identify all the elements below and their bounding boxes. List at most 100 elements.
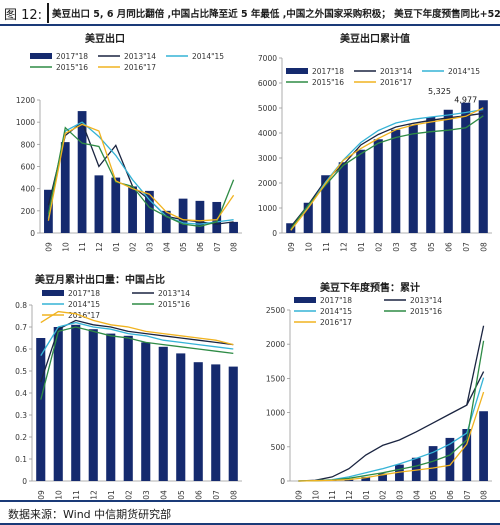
series-line — [298, 391, 485, 482]
y-tick-label: 0 — [272, 229, 277, 238]
bar — [212, 201, 222, 233]
bar — [373, 139, 383, 233]
series-line — [290, 112, 484, 228]
x-tick-label: 06 — [194, 490, 203, 500]
y-tick-label: 5000 — [258, 104, 277, 113]
bar — [128, 186, 137, 233]
legend-label: 2017"18 — [68, 289, 100, 298]
y-tick-label: 0.4 — [15, 389, 27, 398]
x-tick-label: 07 — [212, 490, 221, 500]
bar — [71, 324, 81, 481]
bar — [461, 102, 471, 233]
y-tick-label: 0 — [22, 477, 27, 486]
x-tick-label: 10 — [61, 242, 70, 252]
chart-next-year-presales: 美豆下年度预售：累计 2017"18 2013"14 2014"15 2015"16 20… — [266, 281, 492, 500]
bar — [193, 362, 203, 481]
legend-label: 2014"15 — [448, 67, 480, 76]
series-line — [47, 126, 235, 227]
y-tick-label: 0.5 — [15, 367, 27, 376]
x-tick-label: 10 — [311, 490, 320, 500]
bar — [462, 429, 472, 481]
x-tick-label: 11 — [78, 242, 87, 252]
bar — [395, 464, 404, 481]
y-tick-label: 4000 — [258, 129, 277, 138]
x-tick-label: 11 — [328, 490, 337, 500]
bar — [378, 473, 387, 481]
legend-label: 2017"18 — [320, 296, 352, 305]
y-tick-label: 1000 — [258, 204, 277, 213]
bar — [391, 129, 401, 233]
y-tick-label: 6000 — [258, 79, 277, 88]
x-tick-label: 03 — [395, 490, 404, 500]
x-tick-label: 07 — [463, 490, 472, 500]
x-tick-label: 08 — [229, 490, 238, 500]
y-tick-label: 1000 — [16, 118, 35, 127]
bar — [106, 333, 116, 481]
series-line — [40, 326, 234, 400]
legend-label: 2016"17 — [320, 318, 352, 327]
bar — [479, 411, 488, 481]
data-annotation: 4,977 — [454, 96, 477, 105]
x-tick-label: 04 — [412, 490, 421, 500]
y-tick-label: 2000 — [258, 179, 277, 188]
bar — [88, 329, 98, 481]
x-tick-label: 01 — [107, 490, 116, 500]
y-tick-label: 0 — [280, 477, 285, 486]
x-tick-label: 01 — [112, 242, 121, 252]
y-tick-label: 1200 — [16, 96, 35, 105]
figure-title: 美豆出口 5, 6 月同比翻倍 ,中国占比降至近 5 年最低 ,中国之外国家采购… — [52, 9, 500, 20]
x-tick-label: 01 — [357, 242, 366, 252]
bar — [53, 327, 63, 481]
bar — [443, 109, 453, 233]
y-tick-label: 0.8 — [15, 301, 27, 310]
x-tick-label: 03 — [142, 490, 151, 500]
bar — [211, 364, 221, 481]
x-tick-label: 07 — [213, 242, 222, 252]
footer-rule — [0, 500, 500, 502]
x-tick-label: 04 — [159, 490, 168, 500]
x-tick-label: 12 — [339, 242, 348, 252]
bar — [361, 476, 371, 481]
x-tick-label: 07 — [462, 242, 471, 252]
bar — [321, 175, 331, 233]
bar — [111, 177, 121, 233]
y-tick-label: 7000 — [258, 54, 277, 63]
bar — [161, 210, 171, 233]
x-tick-label: 02 — [379, 490, 388, 500]
x-tick-label: 11 — [322, 242, 331, 252]
y-tick-label: 1500 — [266, 374, 285, 383]
series-line — [298, 377, 485, 482]
legend-label: 2015"16 — [410, 307, 442, 316]
legend-label: 2016"17 — [124, 63, 156, 72]
chart-export-cumulative: 美豆出口累计值 2017"18 2013"14 2014"15 2015"16 2016"… — [258, 32, 492, 252]
x-tick-label: 05 — [177, 490, 186, 500]
x-tick-label: 05 — [179, 242, 188, 252]
legend-label: 2015"16 — [312, 78, 344, 87]
bar — [356, 149, 366, 233]
bar — [36, 338, 46, 481]
legend-label: 2015"16 — [56, 63, 88, 72]
legend-label: 2017"18 — [56, 52, 88, 61]
bar — [344, 479, 354, 481]
legend-label: 2013"14 — [158, 289, 190, 298]
x-tick-label: 08 — [479, 242, 488, 252]
x-tick-label: 06 — [196, 242, 205, 252]
bar — [445, 437, 455, 481]
series-line — [290, 108, 484, 231]
series-line — [40, 310, 234, 346]
x-tick-label: 12 — [345, 490, 354, 500]
series-line-tail — [466, 325, 485, 406]
x-tick-label: 02 — [129, 242, 138, 252]
y-tick-label: 0.1 — [15, 455, 27, 464]
x-tick-label: 09 — [44, 242, 53, 252]
y-tick-label: 0 — [30, 229, 35, 238]
bar — [77, 111, 87, 233]
figure-header: 图 12: 美豆出口 5, 6 月同比翻倍 ,中国占比降至近 5 年最低 ,中国… — [0, 0, 500, 26]
y-tick-label: 0.6 — [15, 345, 27, 354]
legend-label: 2013"14 — [380, 67, 412, 76]
x-tick-label: 09 — [37, 490, 46, 500]
legend-label: 2014"15 — [320, 307, 352, 316]
x-tick-label: 04 — [162, 242, 171, 252]
series-line — [290, 115, 484, 230]
x-tick-label: 08 — [480, 490, 489, 500]
